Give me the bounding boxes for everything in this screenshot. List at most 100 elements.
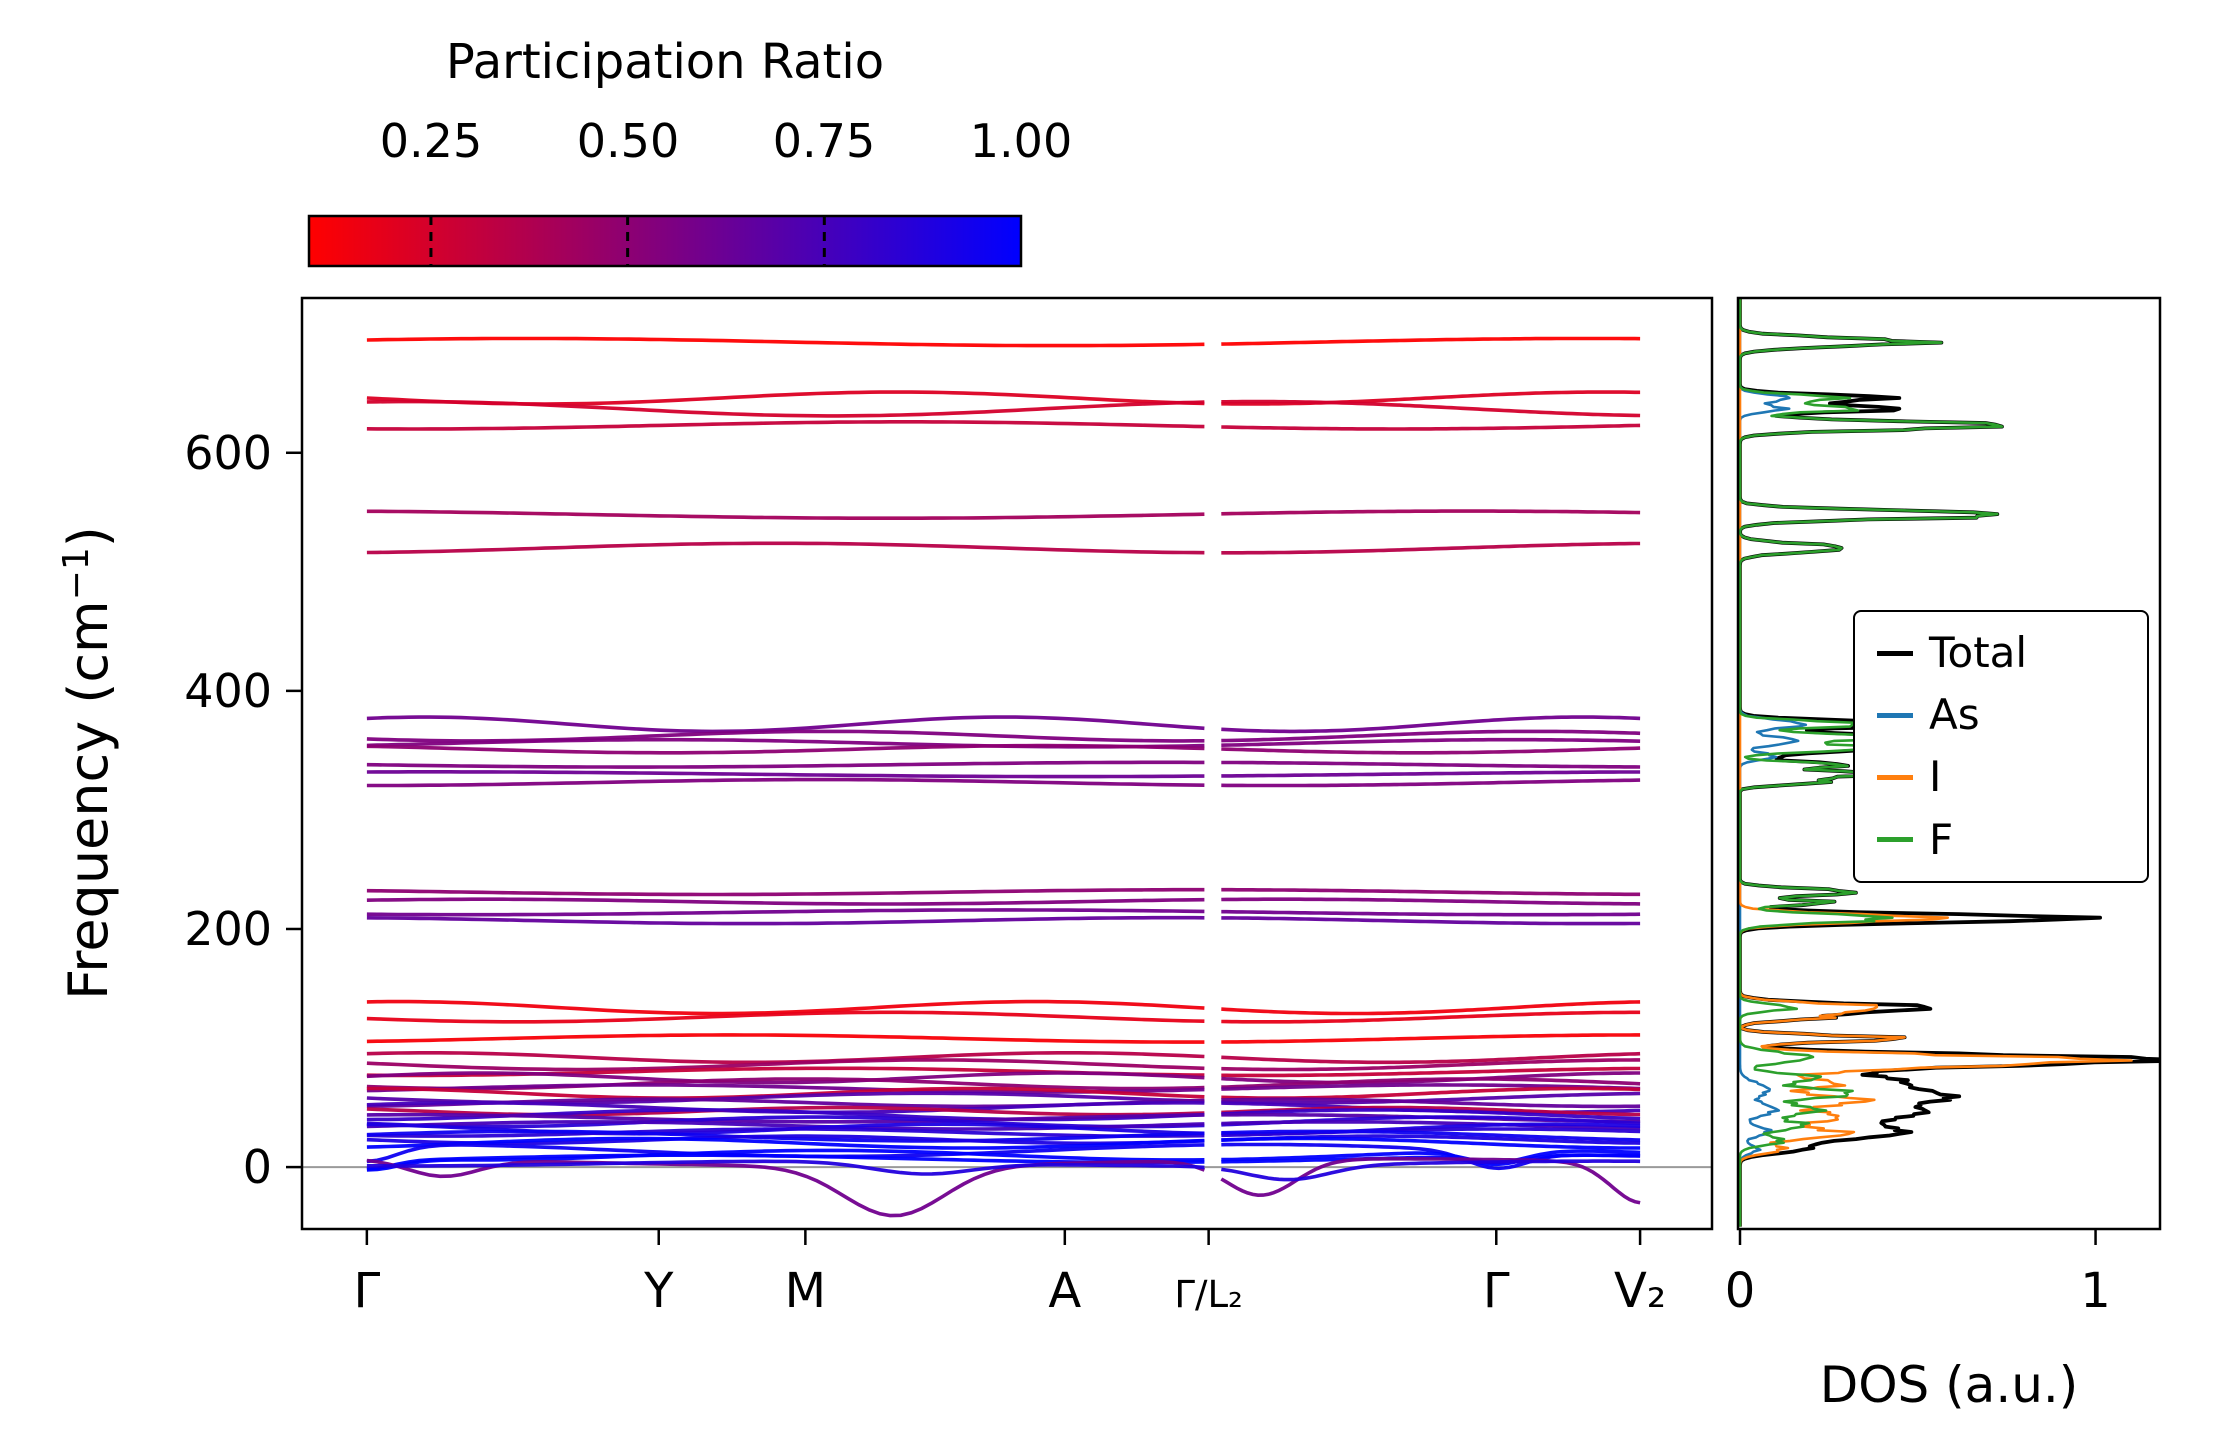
x-tick-label: Γ/L₂: [1174, 1273, 1243, 1316]
phonon-band: [1221, 423, 1641, 431]
phonon-band: [366, 908, 1205, 917]
y-axis-label-text: Frequency (cm: [57, 600, 120, 1000]
x-tick-label: Y: [643, 1263, 674, 1319]
phonon-band: [366, 770, 1205, 779]
phonon-band: [1221, 887, 1641, 897]
phonon-band: [1221, 1136, 1641, 1150]
phonon-band: [1221, 909, 1641, 917]
phonon-band: [366, 777, 1205, 788]
phonon-band: [366, 1129, 1205, 1143]
phonon-band: [366, 1058, 1205, 1072]
legend-swatch-as: [1877, 712, 1913, 718]
phonon-band: [366, 1158, 1206, 1218]
phonon-band: [1221, 336, 1641, 346]
y-tick-label: 0: [243, 1140, 272, 1194]
y-axis-label: Frequency (cm−1): [56, 526, 120, 1000]
legend-label-total: Total: [1929, 628, 2028, 677]
phonon-band: [366, 399, 1205, 418]
phonon-band: [366, 1159, 1205, 1176]
phonon-band: [1221, 1010, 1641, 1024]
x-tick-label: A: [1048, 1263, 1081, 1319]
dos-x-tick-label: 1: [2080, 1263, 2111, 1319]
phonon-band: [366, 509, 1205, 520]
phonon-band: [366, 887, 1205, 897]
x-tick-label: M: [785, 1263, 826, 1319]
dos-axis-label: DOS (a.u.): [1819, 1356, 2079, 1414]
phonon-band: [1221, 897, 1641, 906]
y-axis-label-superscript: −1: [56, 547, 97, 601]
legend-label-i: I: [1929, 752, 1942, 802]
band-structure-plot: [302, 336, 1712, 1218]
dos-plot: [1738, 298, 2160, 1227]
y-tick-label: 200: [184, 902, 272, 956]
colorbar-tick-label: 0.25: [379, 114, 483, 168]
phonon-band: [1221, 1097, 1641, 1109]
phonon-band: [1221, 399, 1641, 418]
phonon-band: [1221, 1129, 1641, 1142]
legend-item-as: As: [1877, 691, 2125, 738]
y-axis-label-close: ): [57, 526, 120, 548]
dos-curve-f: [1738, 298, 2004, 1227]
colorbar-border: [307, 214, 1023, 268]
legend-swatch-f: [1877, 837, 1913, 843]
colorbar-gradient: [309, 216, 1021, 266]
phonon-band: [1221, 509, 1641, 516]
colorbar-title: Participation Ratio: [445, 34, 885, 90]
phonon-band: [366, 897, 1205, 906]
colorbar-tick-label: 1.00: [969, 114, 1073, 168]
phonon-band: [1221, 916, 1641, 926]
phonon-band: [1221, 746, 1641, 755]
phonon-band: [1221, 1033, 1641, 1044]
phonon-band: [366, 420, 1205, 431]
phonon-band: [1221, 737, 1641, 747]
phonon-band: [1221, 778, 1641, 788]
phonon-band: [366, 1051, 1205, 1065]
legend-item-i: I: [1877, 754, 2125, 800]
x-tick-label: V₂: [1614, 1263, 1666, 1319]
phonon-band: [1221, 1000, 1641, 1016]
legend-swatch-total: [1877, 650, 1913, 656]
dos-legend: Total As I F: [1853, 610, 2149, 883]
phonon-band: [366, 915, 1205, 926]
y-tick-label: 600: [184, 426, 272, 480]
phonon-band: [1221, 729, 1641, 743]
phonon-band: [1221, 770, 1641, 778]
phonon-band: [366, 1010, 1205, 1024]
phonon-band: [1221, 1149, 1641, 1165]
x-tick-label: Γ: [353, 1263, 380, 1319]
phonon-band: [1221, 1120, 1641, 1131]
band-panel-border: [300, 296, 1714, 1231]
phonon-band: [366, 1148, 1205, 1172]
phonon-band: [366, 1115, 1205, 1129]
phonon-band: [366, 743, 1205, 755]
phonon-band: [366, 1112, 1205, 1124]
phonon-band: [1220, 1157, 1641, 1205]
phonon-band: [1221, 1091, 1641, 1105]
legend-label-f: F: [1929, 814, 1954, 864]
phonon-band: [1221, 1058, 1641, 1072]
phonon-band: [1221, 715, 1641, 734]
phonon-band: [366, 760, 1205, 769]
phonon-band: [1221, 1066, 1641, 1078]
phonon-band: [366, 999, 1205, 1016]
phonon-band: [1221, 1051, 1641, 1065]
legend-swatch-i: [1877, 774, 1913, 780]
phonon-band: [366, 1071, 1205, 1085]
colorbar-tick-label: 0.50: [576, 114, 680, 168]
phonon-band: [1221, 1159, 1641, 1182]
phonon-band: [1221, 1077, 1641, 1089]
dos-x-tick-label: 0: [1725, 1263, 1756, 1319]
legend-item-total: Total: [1877, 628, 2125, 677]
legend-item-f: F: [1877, 814, 2125, 864]
phonon-band: [1221, 541, 1641, 555]
phonon-band: [366, 336, 1205, 348]
phonon-band: [1221, 760, 1641, 769]
phonon-band: [1221, 1127, 1641, 1138]
y-tick-label: 400: [184, 664, 272, 718]
x-tick-label: Γ: [1483, 1263, 1510, 1319]
phonon-band: [366, 1127, 1205, 1138]
phonon-band: [1221, 1108, 1641, 1121]
phonon-band: [366, 1033, 1205, 1044]
